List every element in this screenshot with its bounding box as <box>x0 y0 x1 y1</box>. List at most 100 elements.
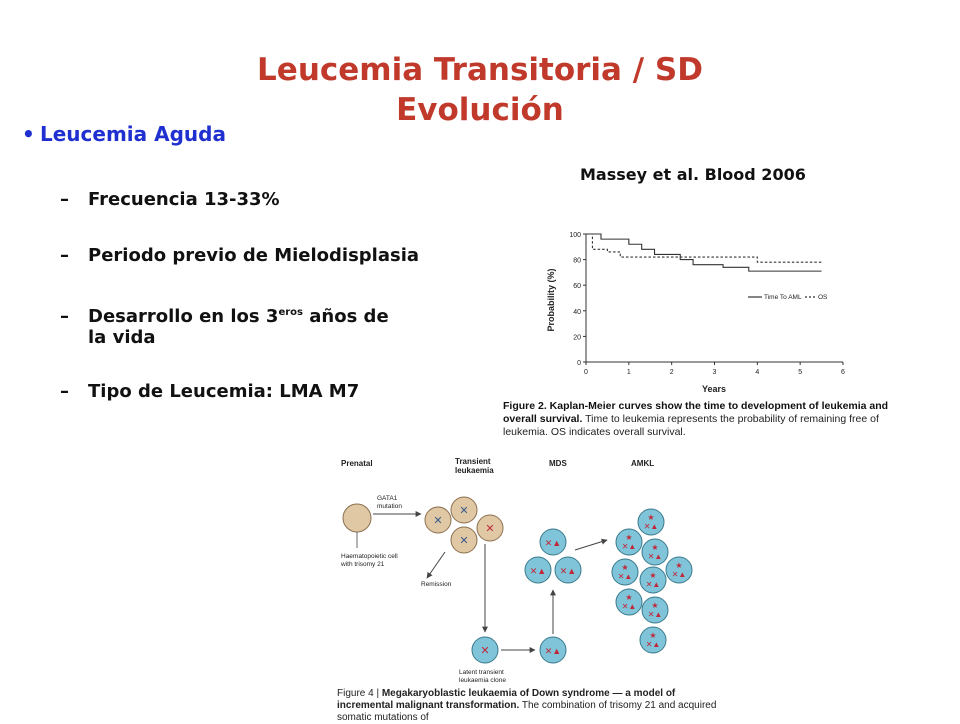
fig4-diagram: Prenatal Transient leukaemia MDS AMKL GA… <box>340 457 693 684</box>
x-triangle-marker: ✕▲ <box>530 566 546 576</box>
fig4-caption: Figure 4 | Megakaryoblastic leukaemia of… <box>337 688 717 724</box>
km-y-tick-label: 0 <box>577 360 581 367</box>
gata-label-1: GATA1 <box>377 495 398 502</box>
arrow-mds-to-amkl <box>574 538 608 551</box>
mds-cell <box>539 528 567 556</box>
star-marker: ★ <box>621 563 628 572</box>
haem-label-2: with trisomy 21 <box>340 561 385 568</box>
latent-cell <box>471 636 499 664</box>
x-triangle-marker: ✕▲ <box>618 572 633 581</box>
remission-label: Remission <box>421 581 452 588</box>
amkl-cell <box>639 626 667 654</box>
x-triangle-marker: ✕▲ <box>545 646 561 656</box>
transient-cell <box>424 506 452 534</box>
km-y-tick-label: 40 <box>573 309 581 316</box>
col-mds: MDS <box>549 459 567 468</box>
x-marker: ✕ <box>480 645 489 657</box>
bullet-text: Leucemia Aguda <box>40 122 226 146</box>
bullet-dot: • <box>22 122 35 146</box>
superscript-eros: eros <box>278 307 303 318</box>
star-marker: ★ <box>651 543 658 552</box>
km-y-tick-label: 100 <box>569 232 581 239</box>
km-caption: Figure 2. Kaplan-Meier curves show the t… <box>503 400 923 439</box>
km-y-tick-label: 80 <box>573 258 581 265</box>
col-transient-2: leukaemia <box>455 466 494 475</box>
amkl-cell <box>611 558 639 586</box>
km-x-tick-label: 2 <box>670 369 674 376</box>
sub-item-desarrollo: – Desarrollo en los 3eros años de la vida <box>60 302 389 348</box>
km-x-tick-label: 0 <box>584 369 588 376</box>
amkl-cell <box>615 528 643 556</box>
fig4-caption-bold: Megakaryoblastic leukaemia of Down syndr… <box>337 688 676 711</box>
km-series-os <box>586 233 822 263</box>
star-marker: ★ <box>649 571 656 580</box>
fig4-caption-lead: Figure 4 | <box>337 688 382 699</box>
col-prenatal: Prenatal <box>341 459 373 468</box>
col-transient-1: Transient <box>455 457 491 466</box>
km-axes: 0 20 40 60 80 100 0 1 2 3 4 5 6 <box>569 232 845 376</box>
sub-item-text: Periodo previo de Mielodisplasia <box>88 245 420 266</box>
x-marker: ✕ <box>459 505 468 517</box>
citation: Massey et al. Blood 2006 <box>580 165 806 184</box>
x-marker: ✕ <box>459 535 468 547</box>
km-x-tick-label: 3 <box>713 369 717 376</box>
km-xlabel: Years <box>702 384 726 394</box>
transient-cell <box>450 526 478 554</box>
km-series <box>586 233 822 272</box>
legend-os-label: OS <box>818 294 828 301</box>
x-triangle-marker: ✕▲ <box>648 552 663 561</box>
fig4-caption-rest: The combination of trisomy 21 and acquir… <box>337 700 717 723</box>
km-x-tick-label: 4 <box>755 369 759 376</box>
amkl-cluster: ★✕▲★✕▲ ★✕▲★✕▲ ★✕▲★✕▲★✕▲ ★✕▲★✕▲ <box>611 508 693 654</box>
amkl-cell <box>641 596 669 624</box>
legend-aml-label: Time To AML <box>764 294 802 301</box>
dash: – <box>60 381 69 402</box>
bullet-leucemia-aguda: • Leucemia Aguda <box>22 122 226 146</box>
star-marker: ★ <box>649 631 656 640</box>
amkl-cell <box>615 588 643 616</box>
km-y-tick-label: 60 <box>573 283 581 290</box>
amkl-cell <box>639 566 667 594</box>
star-marker: ★ <box>651 601 658 610</box>
star-marker: ★ <box>647 513 654 522</box>
title-line-2: Evolución <box>396 92 564 128</box>
km-caption-bold: Figure 2. Kaplan-Meier curves show the t… <box>503 400 889 425</box>
dash: – <box>60 245 69 266</box>
latent-label-2: leukaemia clone <box>459 677 506 684</box>
x-triangle-marker: ✕▲ <box>622 602 637 611</box>
mds-cell <box>524 556 552 584</box>
haem-label-1: Haematopoietic cell <box>341 553 398 560</box>
transient-cell <box>476 514 504 542</box>
dash: – <box>60 306 69 327</box>
x-triangle-marker: ✕▲ <box>622 542 637 551</box>
x-triangle-marker: ✕▲ <box>646 580 661 589</box>
x-triangle-marker: ✕▲ <box>648 610 663 619</box>
dash: – <box>60 189 69 210</box>
km-x-tick-label: 5 <box>798 369 802 376</box>
sub-item-periodo: – Periodo previo de Mielodisplasia <box>60 245 419 266</box>
x-triangle-marker: ✕▲ <box>646 640 661 649</box>
star-marker: ★ <box>675 561 682 570</box>
sub-item-frecuencia: – Frecuencia 13-33% <box>60 189 280 210</box>
star-marker: ★ <box>625 533 632 542</box>
km-x-tick-label: 6 <box>841 369 845 376</box>
sub-item-text-a: Desarrollo en los 3 <box>88 306 279 327</box>
x-marker: ✕ <box>433 515 442 527</box>
col-amkl: AMKL <box>631 459 654 468</box>
x-marker: ✕ <box>485 523 494 535</box>
sub-item-text: Frecuencia 13-33% <box>88 189 280 210</box>
prenatal-cell <box>342 503 372 533</box>
mds-cell <box>554 556 582 584</box>
gata-label-2: mutation <box>377 503 402 510</box>
slide-title: Leucemia Transitoria / SD Evolución <box>0 50 960 130</box>
arrow-remission <box>426 551 446 579</box>
latent-label-1: Latent transient <box>459 669 504 676</box>
sub-item-text-c: la vida <box>88 327 156 348</box>
x-triangle-marker: ✕▲ <box>672 570 687 579</box>
sub-item-text-b: años de <box>302 306 389 327</box>
km-chart: 0 20 40 60 80 100 0 1 2 3 4 5 6 Probability (%) Year… <box>546 232 845 394</box>
amkl-cell <box>637 508 665 536</box>
km-ylabel: Probability (%) <box>546 268 556 331</box>
km-y-tick-label: 20 <box>573 334 581 341</box>
star-marker: ★ <box>625 593 632 602</box>
